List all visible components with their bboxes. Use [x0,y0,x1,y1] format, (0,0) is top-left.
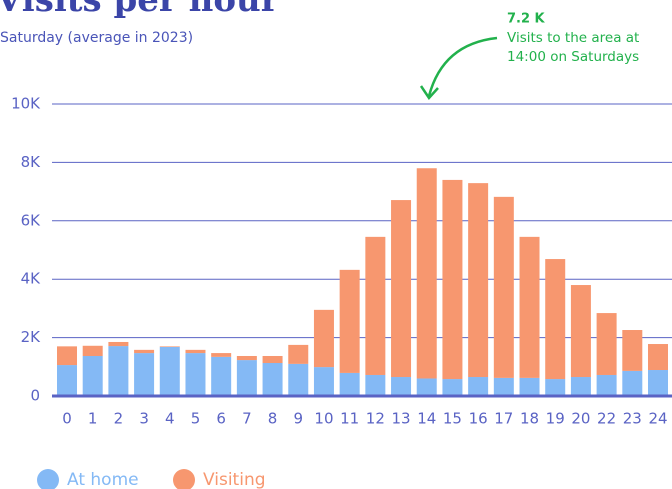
bar-segment [622,330,643,371]
bar-segment [442,379,463,396]
bar-segment [211,356,232,396]
bar-segment [82,345,103,356]
annotation-text: Visits to the area at [507,30,639,46]
annotation-value: 7.2 K [507,12,546,27]
x-tick-label: 0 [62,410,72,428]
y-tick-label: 0 [30,387,40,405]
bar-segment [159,346,180,347]
bar-segment [545,379,566,396]
chart-title: Visits per hour [0,0,280,20]
x-tick-label: 24 [648,410,667,428]
x-tick-label: 15 [443,410,462,428]
x-tick-label: 5 [191,410,201,428]
x-tick-label: 7 [242,410,252,428]
x-tick-label: 10 [314,410,333,428]
bar-segment [57,346,77,366]
bar-segment [648,370,668,396]
bar-segment [596,374,617,396]
x-tick-label: 1 [88,410,98,428]
bar-segment [596,313,617,375]
bar-segment [134,353,155,396]
bar-segment [365,236,386,375]
chart-subtitle: Saturday (average in 2023) [0,30,193,46]
bar-segment [570,285,591,378]
bar-segment [570,377,591,396]
x-tick-label: 17 [494,410,513,428]
bar-segment [134,349,155,354]
x-tick-label: 16 [469,410,488,428]
bar-segment [185,349,206,354]
bar-segment [313,309,334,368]
x-tick-label: 14 [417,410,436,428]
bar-segment [545,259,566,380]
bar-segment [519,236,540,378]
bar-segment [468,377,489,396]
bar-segment [108,341,129,347]
x-tick-label: 9 [293,410,303,428]
x-tick-label: 18 [520,410,539,428]
annotation-arrowhead [419,85,439,101]
bar-segment [108,346,129,396]
bar-segment [468,183,489,378]
bar-segment [493,196,514,378]
y-tick-label: 10K [11,95,41,113]
bar-segment [262,355,283,364]
bar-segment [262,363,283,396]
annotation-text: 14:00 on Saturdays [507,49,639,65]
bar-segment [622,370,643,396]
bar-segment [391,200,412,378]
bar-segment [185,353,206,396]
bar-segment [82,355,103,396]
bar-segment [365,374,386,396]
y-tick-label: 4K [21,270,42,288]
legend-swatch [37,469,59,489]
x-tick-label: 22 [597,410,616,428]
bar-segment [416,378,437,396]
bar-segment [159,346,180,396]
bar-segment [288,363,309,396]
bar-segment [648,344,668,371]
x-tick-label: 13 [391,410,410,428]
bar-segment [236,355,257,361]
legend-label: Visiting [203,470,266,489]
y-tick-label: 2K [21,328,42,346]
bar-segment [288,344,309,364]
bar-segment [211,353,232,357]
bar-segment [236,360,257,396]
legend-label: At home [67,470,139,489]
x-tick-label: 12 [366,410,385,428]
x-tick-label: 3 [139,410,149,428]
bar-segment [339,372,360,396]
x-tick-label: 11 [340,410,359,428]
y-tick-label: 6K [21,211,42,229]
x-tick-label: 4 [165,410,175,428]
x-tick-label: 6 [216,410,226,428]
annotation-arrow [427,36,498,97]
x-tick-label: 23 [623,410,642,428]
y-tick-label: 8K [21,153,42,171]
bar-segment [313,367,334,396]
bar-segment [519,377,540,396]
bar-segment [416,168,437,379]
bar-segment [442,179,463,380]
bar-segment [391,377,412,396]
x-tick-label: 20 [571,410,590,428]
bar-segment [57,365,77,396]
bar-segment [493,377,514,396]
x-tick-label: 8 [268,410,278,428]
bar-segment [339,269,360,373]
legend-swatch [173,469,195,489]
x-tick-label: 19 [546,410,565,428]
x-tick-label: 2 [114,410,124,428]
